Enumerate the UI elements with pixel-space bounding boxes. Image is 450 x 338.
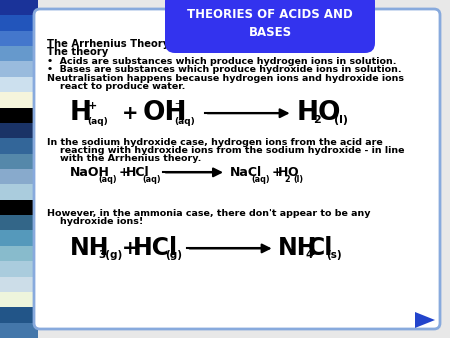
Text: NH: NH xyxy=(70,236,109,261)
Text: with the Arrhenius theory.: with the Arrhenius theory. xyxy=(47,154,202,163)
Text: +: + xyxy=(88,101,97,111)
Text: Cl: Cl xyxy=(308,236,333,261)
Text: 4: 4 xyxy=(305,250,312,261)
Text: O: O xyxy=(287,166,298,179)
Text: The Arrhenius Theory of acids and bases: The Arrhenius Theory of acids and bases xyxy=(47,39,278,49)
Bar xyxy=(0,261,38,276)
Text: H: H xyxy=(297,100,319,126)
Text: (aq): (aq) xyxy=(142,175,161,184)
Text: hydroxide ions!: hydroxide ions! xyxy=(47,217,144,226)
Text: •  Acids are substances which produce hydrogen ions in solution.: • Acids are substances which produce hyd… xyxy=(47,57,397,66)
Text: H: H xyxy=(70,100,92,126)
Bar xyxy=(0,307,38,323)
Bar xyxy=(0,31,38,46)
Text: THEORIES OF ACIDS AND: THEORIES OF ACIDS AND xyxy=(187,7,353,21)
Bar xyxy=(0,323,38,338)
Text: NaOH: NaOH xyxy=(70,166,110,179)
Bar xyxy=(0,231,38,246)
Text: H: H xyxy=(278,166,288,179)
FancyBboxPatch shape xyxy=(165,0,375,53)
Text: NH: NH xyxy=(278,236,318,261)
Bar xyxy=(0,154,38,169)
Bar xyxy=(0,0,38,15)
Text: (aq): (aq) xyxy=(88,117,108,126)
Text: O: O xyxy=(317,100,340,126)
Text: ⁻: ⁻ xyxy=(174,101,180,111)
Text: (aq): (aq) xyxy=(174,117,195,126)
Text: 2: 2 xyxy=(313,115,321,125)
Bar xyxy=(0,107,38,123)
Bar xyxy=(0,15,38,31)
Bar xyxy=(0,246,38,261)
Text: (l): (l) xyxy=(334,115,348,125)
Bar xyxy=(0,215,38,231)
Text: HCl: HCl xyxy=(133,236,178,261)
Text: Neutralisation happens because hydrogen ions and hydroxide ions: Neutralisation happens because hydrogen … xyxy=(47,74,404,83)
Text: (l): (l) xyxy=(294,175,304,184)
Text: BASES: BASES xyxy=(248,25,292,39)
Text: (s): (s) xyxy=(326,250,342,261)
Polygon shape xyxy=(415,312,435,328)
Text: The theory: The theory xyxy=(47,47,108,57)
Text: 2: 2 xyxy=(284,175,290,184)
Text: +: + xyxy=(271,166,282,179)
Text: However, in the ammonia case, there don't appear to be any: However, in the ammonia case, there don'… xyxy=(47,209,371,218)
Bar xyxy=(0,123,38,138)
Text: OH: OH xyxy=(143,100,188,126)
Text: In the sodium hydroxide case, hydrogen ions from the acid are: In the sodium hydroxide case, hydrogen i… xyxy=(47,138,383,147)
Text: +: + xyxy=(118,166,129,179)
Bar xyxy=(0,138,38,154)
Bar xyxy=(0,77,38,92)
Bar xyxy=(0,184,38,200)
Text: •  Bases are substances which produce hydroxide ions in solution.: • Bases are substances which produce hyd… xyxy=(47,66,402,74)
Text: +: + xyxy=(122,104,138,123)
Text: (aq): (aq) xyxy=(98,175,117,184)
Bar xyxy=(0,200,38,215)
Text: HCl: HCl xyxy=(126,166,149,179)
Text: +: + xyxy=(122,239,138,258)
Bar xyxy=(0,62,38,77)
Bar xyxy=(0,169,38,184)
Bar xyxy=(0,292,38,307)
Text: reacting with hydroxide ions from the sodium hydroxide - in line: reacting with hydroxide ions from the so… xyxy=(47,146,405,155)
Bar xyxy=(0,276,38,292)
Text: NaCl: NaCl xyxy=(230,166,261,179)
FancyBboxPatch shape xyxy=(34,9,440,329)
Bar xyxy=(0,92,38,107)
Bar xyxy=(0,46,38,62)
Text: react to produce water.: react to produce water. xyxy=(47,82,185,91)
Text: (g): (g) xyxy=(166,250,183,261)
Text: (aq): (aq) xyxy=(251,175,270,184)
Text: 3(g): 3(g) xyxy=(98,250,122,261)
